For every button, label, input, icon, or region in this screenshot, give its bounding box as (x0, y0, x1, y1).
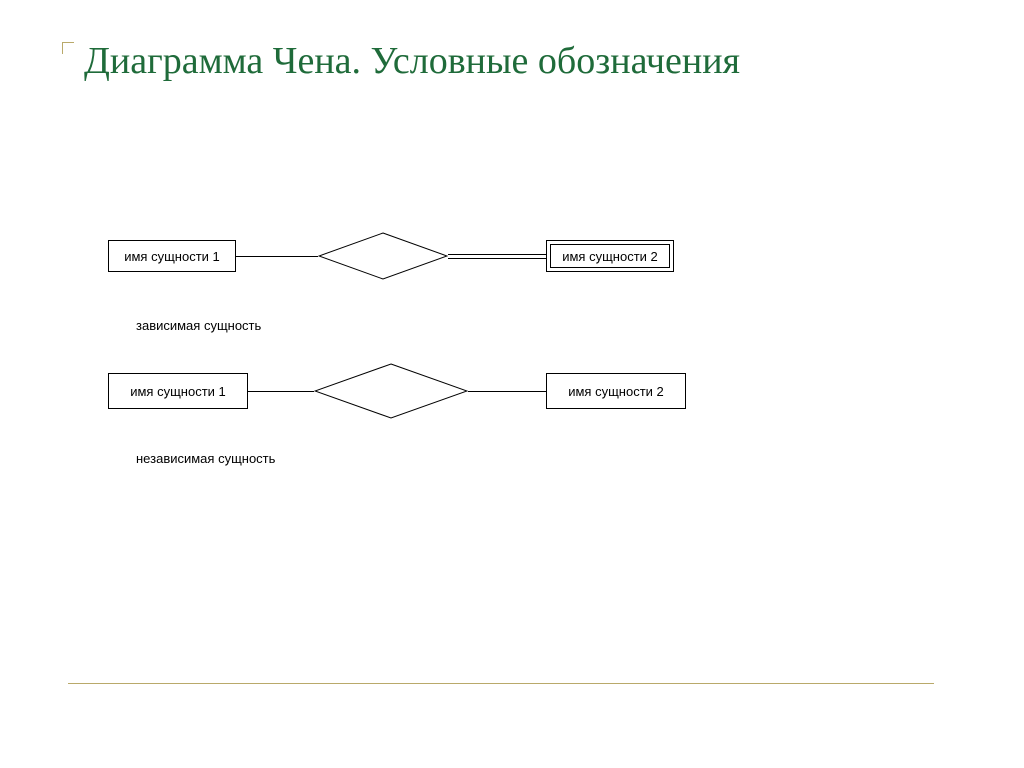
slide: Диаграмма Чена. Условные обозначения имя… (0, 0, 1024, 768)
title-corner-decoration (62, 42, 74, 54)
relationship-diamond-1 (318, 232, 448, 280)
connector-left-1 (236, 256, 318, 257)
entity-box-left-1: имя сущности 1 (108, 240, 236, 272)
diagram-independent: имя сущности 1 имя сущности 2 (108, 373, 768, 433)
connector-left-2 (248, 391, 314, 392)
caption-independent: независимая сущность (136, 451, 768, 466)
entity-label: имя сущности 1 (130, 384, 226, 399)
diamond-icon (318, 232, 448, 280)
relationship-diamond-2 (314, 363, 468, 419)
diagram-dependent: имя сущности 1 имя сущности 2 (108, 240, 768, 300)
entity-label: имя сущности 2 (568, 384, 664, 399)
entity-inner-border: имя сущности 2 (550, 244, 670, 268)
caption-dependent: зависимая сущность (136, 318, 768, 333)
entity-box-right-1: имя сущности 2 (546, 240, 674, 272)
connector-right-1-bottom (448, 258, 546, 259)
entity-box-right-2: имя сущности 2 (546, 373, 686, 409)
entity-label: имя сущности 1 (124, 249, 220, 264)
connector-right-2 (468, 391, 546, 392)
entity-label: имя сущности 2 (562, 249, 658, 264)
entity-box-left-2: имя сущности 1 (108, 373, 248, 409)
bottom-divider (68, 683, 934, 684)
diagram-area: имя сущности 1 имя сущности 2 зависимая … (108, 240, 768, 506)
diamond-icon (314, 363, 468, 419)
slide-title: Диаграмма Чена. Условные обозначения (60, 30, 964, 86)
connector-right-1-top (448, 254, 546, 255)
